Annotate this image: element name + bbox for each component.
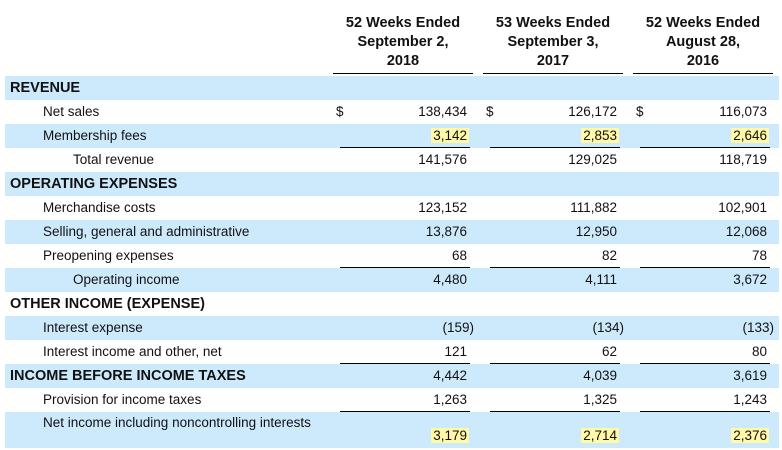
subtotal-underline xyxy=(340,267,470,268)
row-label: INCOME BEFORE INCOME TAXES xyxy=(10,368,246,384)
value-2017: 4,111 xyxy=(585,272,617,287)
highlighted-value: 2,714 xyxy=(581,428,619,443)
highlighted-value: 2,853 xyxy=(581,128,619,143)
table-row: Membership fees 3,142 2,853 2,646 xyxy=(5,124,779,148)
value-2017: 129,025 xyxy=(568,152,617,167)
row-label: REVENUE xyxy=(10,80,81,96)
subtotal-underline xyxy=(340,147,470,148)
section-row-revenue: REVENUE xyxy=(5,76,779,100)
value-2018: 138,434 xyxy=(418,104,467,119)
subtotal-underline xyxy=(490,411,620,412)
value-2017: 2,853 xyxy=(525,124,619,148)
value-2016: 1,243 xyxy=(733,392,767,407)
subtotal-underline xyxy=(640,147,770,148)
table-row: Provision for income taxes 1,263 1,325 1… xyxy=(5,388,779,412)
header-divider xyxy=(333,73,473,74)
highlighted-value: 2,646 xyxy=(731,128,769,143)
header-divider xyxy=(633,73,773,74)
value-2016: 80 xyxy=(751,344,767,359)
value-2016: 3,619 xyxy=(733,368,767,383)
highlighted-value: 3,142 xyxy=(431,128,469,143)
table-row: Selling, general and administrative 13,8… xyxy=(5,220,779,244)
subtotal-underline xyxy=(490,267,620,268)
subtotal-underline xyxy=(640,363,770,364)
value-2017: 111,882 xyxy=(570,200,617,215)
value-2018: 141,576 xyxy=(418,152,467,167)
table-row: Operating income 4,480 4,111 3,672 xyxy=(5,268,779,292)
value-2016: 12,068 xyxy=(725,224,767,239)
value-2018: 1,263 xyxy=(433,392,467,407)
value-2017: 62 xyxy=(601,344,617,359)
row-label: Selling, general and administrative xyxy=(43,224,250,239)
section-row-income-before-taxes: INCOME BEFORE INCOME TAXES 4,442 4,039 3… xyxy=(5,364,779,388)
value-2018: (159) xyxy=(442,320,474,335)
value-2016: 2,376 xyxy=(675,424,769,448)
table-row: Interest income and other, net 121 62 80 xyxy=(5,340,779,364)
row-label: Operating income xyxy=(73,272,180,287)
row-label: Membership fees xyxy=(43,128,147,143)
table-row: Preopening expenses 68 82 78 xyxy=(5,244,779,268)
value-2018: 3,179 xyxy=(375,424,469,448)
section-row-operating-expenses: OPERATING EXPENSES xyxy=(5,172,779,196)
row-label: Preopening expenses xyxy=(43,248,174,263)
table-row: Total revenue 141,576 129,025 118,719 xyxy=(5,148,779,172)
currency-symbol: $ xyxy=(486,104,494,119)
currency-symbol: $ xyxy=(636,104,644,119)
value-2017: 1,325 xyxy=(583,392,617,407)
value-2016: 3,672 xyxy=(733,272,767,287)
value-2018: 123,152 xyxy=(418,200,467,215)
column-header-2018: 52 Weeks Ended September 2, 2018 xyxy=(345,15,461,69)
table-row: Merchandise costs 123,152 111,882 102,90… xyxy=(5,196,779,220)
value-2016: 116,073 xyxy=(719,104,767,119)
table-row: Net income including noncontrolling inte… xyxy=(5,412,779,448)
value-2018: 121 xyxy=(444,344,467,359)
value-2018: 68 xyxy=(451,248,467,263)
subtotal-underline xyxy=(340,411,470,412)
value-2017: 2,714 xyxy=(525,424,619,448)
section-row-other-income: OTHER INCOME (EXPENSE) xyxy=(5,292,779,316)
value-2018: 13,876 xyxy=(425,224,467,239)
row-label: Total revenue xyxy=(73,152,155,167)
header-divider xyxy=(483,73,623,74)
column-header-2017: 53 Weeks Ended September 3, 2017 xyxy=(495,15,611,69)
value-2017: 126,172 xyxy=(568,104,617,119)
row-label: Interest income and other, net xyxy=(43,344,222,359)
row-label: Interest expense xyxy=(43,320,143,335)
value-2018: 3,142 xyxy=(375,124,469,148)
subtotal-underline xyxy=(490,363,620,364)
value-2016: 102,901 xyxy=(718,200,767,215)
value-2017: 12,950 xyxy=(575,224,617,239)
currency-symbol: $ xyxy=(336,104,344,119)
value-2018: 4,442 xyxy=(433,368,467,383)
row-label: OPERATING EXPENSES xyxy=(10,176,178,192)
table-row: Net sales $ 138,434 $ 126,172 $ 116,073 xyxy=(5,100,779,124)
row-label: OTHER INCOME (EXPENSE) xyxy=(10,296,205,312)
value-2018: 4,480 xyxy=(433,272,467,287)
value-2016: 2,646 xyxy=(675,124,769,148)
value-2017: 4,039 xyxy=(583,368,617,383)
subtotal-underline xyxy=(640,267,770,268)
column-header-2016: 52 Weeks Ended August 28, 2016 xyxy=(645,15,761,69)
row-label: Merchandise costs xyxy=(43,200,156,215)
highlighted-value: 2,376 xyxy=(731,428,769,443)
subtotal-underline xyxy=(340,363,470,364)
subtotal-underline xyxy=(640,411,770,412)
value-2017: (134) xyxy=(592,320,624,335)
row-label: Provision for income taxes xyxy=(43,392,202,407)
row-label: Net income including noncontrolling inte… xyxy=(43,415,311,430)
table-row: Interest expense (159) (134) (133) xyxy=(5,316,779,340)
value-2016: 78 xyxy=(751,248,767,263)
row-label: Net sales xyxy=(43,104,100,119)
value-2017: 82 xyxy=(601,248,617,263)
value-2016: 118,719 xyxy=(719,152,767,167)
value-2016: (133) xyxy=(742,320,774,335)
subtotal-underline xyxy=(490,147,620,148)
highlighted-value: 3,179 xyxy=(431,428,469,443)
